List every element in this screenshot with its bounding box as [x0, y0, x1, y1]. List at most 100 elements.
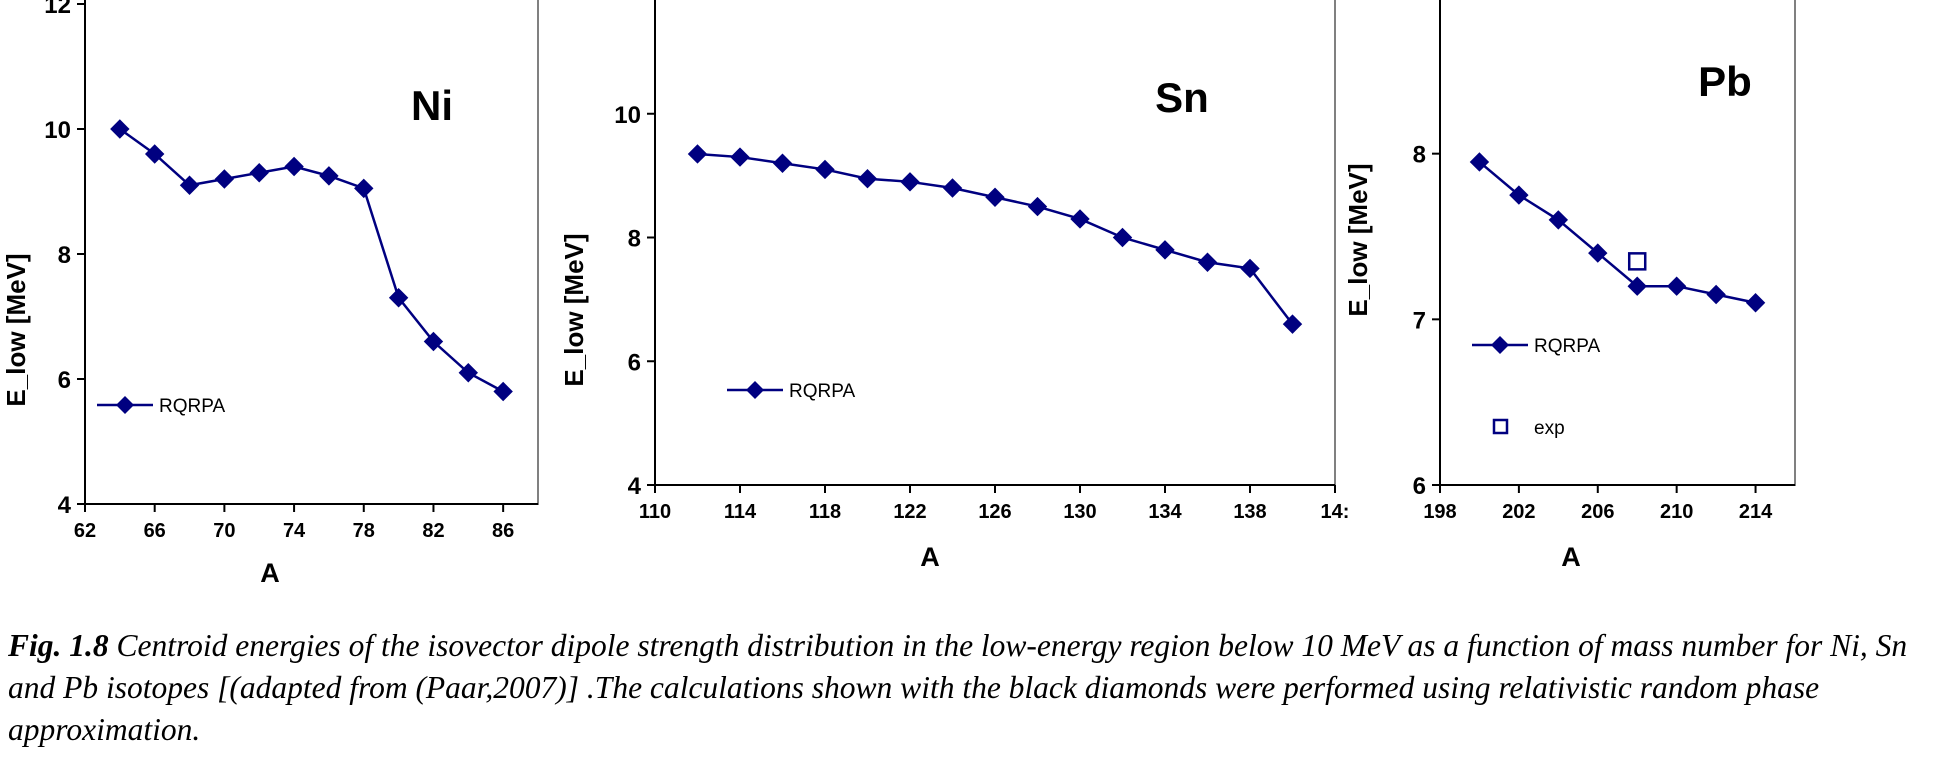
- x-tick-label: 118: [809, 501, 841, 523]
- data-point: [1745, 293, 1766, 313]
- panel-label: Pb: [1698, 58, 1752, 105]
- data-point: [214, 169, 235, 189]
- series-line: [119, 127, 504, 393]
- y-tick-label: 7: [1413, 307, 1426, 334]
- data-point: [458, 363, 479, 383]
- legend-marker: [116, 396, 134, 414]
- y-tick-label: 12: [44, 0, 71, 19]
- legend: RQRPA: [727, 381, 855, 402]
- data-point: [1197, 252, 1218, 272]
- x-tick-label: 78: [353, 520, 375, 542]
- legend-marker: [746, 381, 764, 399]
- series-line: [1478, 160, 1756, 304]
- data-point: [1070, 209, 1090, 229]
- y-tick-label: 4: [628, 473, 642, 500]
- panel-pb: 198 202 206 210 214 6 7 8 9 A E_low [MeV] Pb RQRPA ex…: [1343, 0, 1796, 572]
- data-point: [1469, 152, 1490, 172]
- plot-frame: [84, 0, 539, 505]
- data-point: [1112, 227, 1133, 248]
- x-tick-label: 214: [1739, 501, 1773, 523]
- x-tick-label: 70: [213, 520, 235, 542]
- x-tick-label: 62: [74, 520, 96, 542]
- series-rqrpa: [687, 144, 1303, 334]
- data-point: [179, 175, 200, 195]
- x-tick-label: 210: [1660, 501, 1693, 523]
- data-point: [110, 119, 130, 139]
- data-point: [942, 178, 963, 198]
- panel-label: Sn: [1155, 74, 1209, 121]
- data-point: [1666, 276, 1687, 296]
- y-tick-label: 6: [1413, 473, 1426, 500]
- legend-label: exp: [1534, 418, 1565, 439]
- x-tick-label: 110: [639, 501, 671, 523]
- data-point: [730, 147, 750, 167]
- x-tick-label: 202: [1502, 501, 1535, 523]
- data-point: [284, 156, 304, 177]
- x-tick-label: 114: [724, 501, 757, 523]
- y-tick-label: 8: [58, 242, 71, 269]
- panel-ni: 62 66 70 74 78 82 86 4 6 8 10 12 A E_low [MeV] Ni RQRPA: [1, 0, 539, 588]
- x-axis-label: A: [260, 558, 280, 588]
- legend-label: RQRPA: [789, 381, 855, 402]
- data-point: [1282, 314, 1303, 334]
- data-point: [144, 144, 165, 164]
- y-tick-label: 10: [44, 117, 71, 144]
- data-point: [815, 159, 835, 180]
- panel-label: Ni: [411, 82, 453, 129]
- y-axis-label: E_low [MeV]: [559, 233, 589, 386]
- y-tick-label: 8: [1413, 142, 1426, 169]
- legend: RQRPA exp: [1472, 336, 1600, 439]
- data-point: [1627, 252, 1647, 271]
- x-tick-label: 198: [1423, 501, 1456, 523]
- data-point: [249, 163, 269, 183]
- data-point: [354, 178, 374, 199]
- data-point: [857, 169, 878, 189]
- y-tick-label: 10: [614, 102, 641, 129]
- plot-frame: [654, 0, 1336, 486]
- legend: RQRPA: [97, 396, 225, 417]
- panel-sn: 110 114 118 122 126 130 134 138 14: 4 6 8 10 12 A E_low…: [559, 0, 1349, 572]
- x-tick-label: 82: [422, 520, 444, 542]
- legend-marker: [1492, 418, 1509, 435]
- x-tick-label: 138: [1233, 501, 1266, 523]
- data-point: [423, 331, 444, 352]
- x-axis-label: A: [920, 542, 940, 572]
- data-point: [1627, 276, 1647, 296]
- x-tick-label: 122: [893, 501, 926, 523]
- x-tick-label: 66: [144, 520, 166, 542]
- y-axis-label: E_low [MeV]: [1, 253, 31, 406]
- x-tick-label: 134: [1148, 501, 1182, 523]
- y-tick-label: 4: [58, 492, 72, 519]
- data-point: [319, 166, 339, 186]
- y-tick-label: 9: [1413, 0, 1426, 3]
- data-point: [772, 153, 793, 173]
- data-point: [687, 144, 708, 164]
- data-point: [985, 187, 1005, 207]
- x-tick-label: 86: [492, 520, 514, 542]
- data-point: [388, 288, 409, 308]
- x-axis-label: A: [1561, 542, 1581, 572]
- data-point: [1588, 243, 1608, 263]
- caption-label: Fig. 1.8: [8, 628, 109, 663]
- x-tick-label: 130: [1063, 501, 1096, 523]
- legend-marker: [1491, 336, 1509, 354]
- data-point: [493, 381, 513, 402]
- figure-caption: Fig. 1.8 Centroid energies of the isovec…: [8, 625, 1944, 751]
- x-tick-label: 126: [978, 501, 1011, 523]
- legend-label: RQRPA: [159, 396, 225, 417]
- series-line: [697, 152, 1294, 325]
- data-point: [1548, 210, 1569, 230]
- data-point: [1240, 258, 1260, 279]
- series-exp: [1627, 252, 1647, 271]
- caption-text: Centroid energies of the isovector dipol…: [8, 628, 1908, 747]
- x-tick-label: 206: [1581, 501, 1614, 523]
- y-tick-label: 12: [614, 0, 641, 5]
- data-point: [1027, 196, 1048, 217]
- data-point: [1706, 284, 1726, 305]
- data-point: [900, 172, 920, 192]
- data-point: [1155, 240, 1175, 260]
- x-tick-label: 14:: [1321, 501, 1350, 523]
- y-tick-label: 8: [628, 226, 641, 253]
- y-tick-label: 6: [58, 367, 71, 394]
